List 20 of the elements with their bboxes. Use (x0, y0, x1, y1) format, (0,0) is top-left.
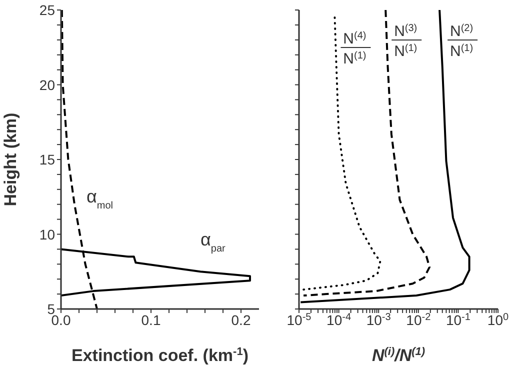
y-axis-title: Height (km) (1, 112, 20, 206)
x-tick-label: 10$^{-4}$ (326, 312, 352, 328)
x-tick-label: 10$^{-5}$ (286, 312, 312, 328)
series-label: N$^{(4)}$ N$^{(1)}$ (343, 30, 366, 68)
y-tick-label: 15 (39, 152, 56, 168)
series-label: α$_{par}$ (200, 230, 226, 254)
y-tick-label: 20 (39, 76, 56, 93)
x-axis-title: Extinction coef. (km$^{-1}$) (72, 346, 248, 365)
x-tick-label: 0.1 (141, 312, 161, 328)
x-tick-label: 0.2 (231, 312, 251, 328)
x-tick-label: 10$^{-2}$ (406, 312, 432, 328)
x-tick-label: 10$^{-3}$ (366, 312, 392, 328)
series-label: N$^{(2)}$ N$^{(1)}$ (450, 22, 474, 60)
x-tick-label: 10$^{-1}$ (446, 312, 471, 328)
y-tick-label: 10 (39, 226, 56, 242)
series-label: α$_{mol}$ (86, 186, 114, 211)
x-axis-title: N$^{(i)}$/N$^{(1)}$ (372, 346, 426, 365)
y-tick-label: 25 (39, 2, 56, 18)
series-label: N$^{(3)}$ N$^{(1)}$ (394, 22, 418, 60)
x-tick-label: 10$^{0}$ (487, 312, 510, 328)
